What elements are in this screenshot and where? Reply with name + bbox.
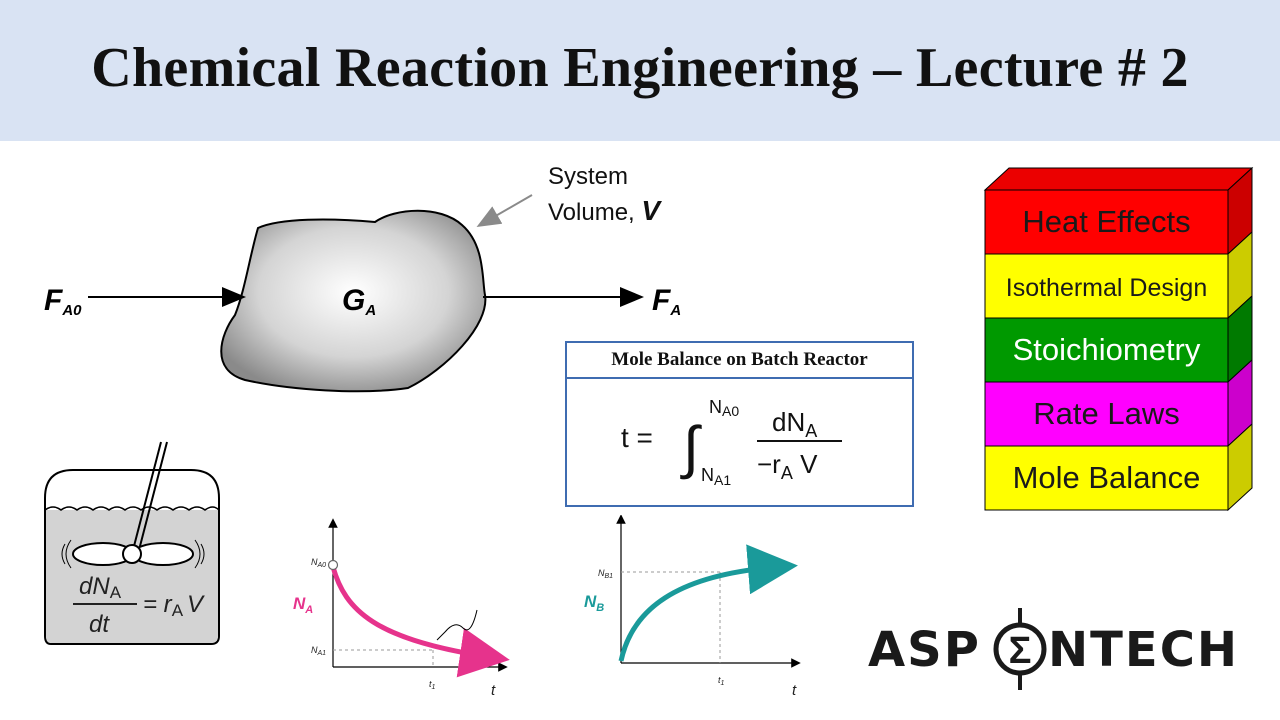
nb-x-tick: t1	[718, 675, 725, 687]
nb-y-label: NB	[584, 592, 604, 614]
design-algorithm-stack: Heat Effects Isothermal Design Stoichiomet…	[983, 166, 1254, 512]
nb-y-tick: NB1	[598, 568, 613, 580]
stack-top-face	[983, 167, 1254, 191]
stack-layer-label-mole-balance: Mole Balance	[1013, 460, 1201, 495]
title-bar: Chemical Reaction Engineering – Lecture …	[0, 0, 1280, 141]
system-volume-diagram: FA0 GA FA System Volume, V	[44, 163, 681, 393]
integral-lower-limit: NA1	[701, 465, 731, 488]
reactor-equation-numerator: dNA	[79, 573, 122, 602]
system-label-line1: System	[548, 163, 628, 190]
na-initial-point	[327, 559, 339, 571]
outlet-label: FA	[652, 284, 681, 319]
logo-text-left: ASP	[868, 622, 981, 678]
svg-text:Σ: Σ	[1009, 630, 1032, 672]
aspentech-logo: ASP Σ NTECH	[868, 608, 1237, 690]
fraction-numerator: dNA	[772, 407, 817, 441]
stirrer-shaft-right	[138, 441, 168, 551]
na-curve	[330, 566, 510, 678]
nb-curve	[618, 544, 798, 662]
stirrer-shaft-left	[132, 441, 162, 551]
fraction-denominator: −rA V	[757, 449, 818, 483]
integral-sign: ∫	[680, 415, 702, 480]
system-label-line2: Volume, V	[548, 195, 662, 226]
reactor-equation-denominator: dt	[89, 611, 110, 638]
na-y-tick-top: NA0	[311, 557, 326, 569]
mole-balance-equation-box: t = ∫ NA0 NA1 dNA −rA V	[565, 379, 914, 507]
stack-layer-label-isothermal-design: Isothermal Design	[1006, 274, 1207, 302]
stack-layer-rate-laws	[984, 381, 1229, 447]
stack-layer-label-rate-laws: Rate Laws	[1033, 396, 1179, 431]
stack-layer-mole-balance	[984, 445, 1229, 511]
logo-sigma-icon: Σ	[993, 608, 1047, 690]
stack-layer-heat-effects	[984, 189, 1229, 255]
nb-x-label: t	[792, 682, 797, 699]
impeller-hub	[122, 544, 142, 564]
batch-reactor-diagram: dNA dt = rA V	[44, 441, 220, 645]
inlet-label: FA0	[44, 284, 82, 319]
stack-layer-isothermal-design	[984, 253, 1229, 319]
na-squiggle-annotation	[436, 609, 478, 641]
na-x-label: t	[491, 682, 496, 699]
na-y-tick-bottom: NA1	[311, 645, 326, 657]
mole-balance-equation: t = ∫ NA0 NA1 dNA −rA V	[621, 397, 842, 488]
na-x-tick: t1	[429, 679, 436, 691]
slide-title: Chemical Reaction Engineering – Lecture …	[91, 37, 1189, 99]
system-pointer-arrow	[476, 194, 533, 227]
na-concentration-chart: NA0 NA1 NA t1 t	[293, 518, 510, 699]
reactor-liquid	[46, 510, 218, 643]
stack-layer-label-stoichiometry: Stoichiometry	[1013, 332, 1201, 367]
stack-layer-label-heat-effects: Heat Effects	[1022, 204, 1190, 239]
liquid-surface	[44, 506, 220, 511]
logo-text-right: NTECH	[1048, 622, 1240, 678]
mole-balance-title: Mole Balance on Batch Reactor	[565, 341, 914, 379]
mixing-lines	[61, 539, 205, 569]
nb-concentration-chart: NB1 NB t1 t	[584, 515, 801, 699]
equation-lhs: t =	[621, 422, 653, 453]
stack-layer-stoichiometry	[984, 317, 1229, 383]
integral-upper-limit: NA0	[709, 397, 739, 419]
na-y-label: NA	[293, 594, 313, 616]
generation-label: GA	[342, 284, 376, 319]
system-volume-shape	[220, 209, 487, 393]
reactor-equation-rhs: = rA V	[143, 591, 205, 620]
